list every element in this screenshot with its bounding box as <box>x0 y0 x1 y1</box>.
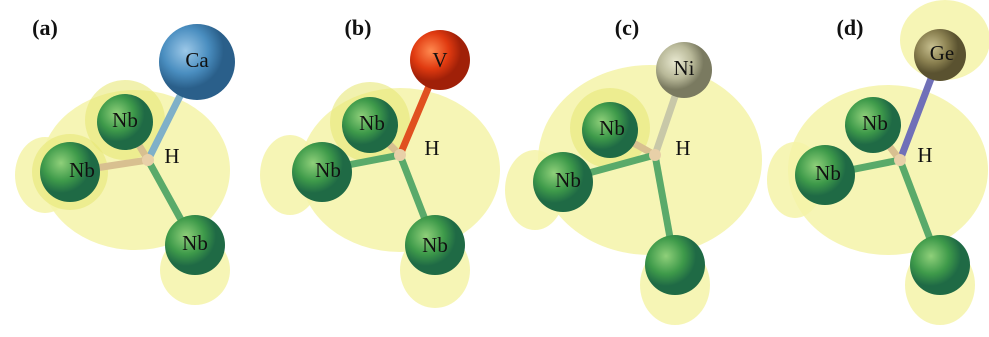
atom-label: V <box>432 48 447 72</box>
panel-d: (d) Ge Nb Nb H <box>767 0 989 325</box>
atom-label: Nb <box>555 168 581 192</box>
atom-label: Nb <box>815 161 841 185</box>
atom-label: Ge <box>930 41 955 65</box>
atom <box>649 149 661 161</box>
atom-label: H <box>424 136 439 160</box>
atom-label: Nb <box>599 116 625 140</box>
atom-label: H <box>675 136 690 160</box>
atom-label: Nb <box>182 231 208 255</box>
atom-label: Ni <box>674 56 695 80</box>
atom <box>394 149 406 161</box>
panel-label: (d) <box>837 15 864 40</box>
panel-a: (a) Ca Nb Nb H Nb <box>15 15 235 305</box>
panel-label: (c) <box>615 15 639 40</box>
atom-label: H <box>164 144 179 168</box>
atom-label: Nb <box>69 158 95 182</box>
atom-label: Nb <box>422 233 448 257</box>
panel-b: (b) V Nb Nb H Nb <box>260 15 500 308</box>
atom-label: Nb <box>112 108 138 132</box>
figure: (a) Ca Nb Nb H Nb (b) V Nb Nb H Nb (c) N… <box>0 0 989 337</box>
atom <box>910 235 970 295</box>
atom-label: Nb <box>359 111 385 135</box>
panel-label: (a) <box>32 15 58 40</box>
atom <box>645 235 705 295</box>
atom-label: H <box>917 143 932 167</box>
atom <box>142 154 154 166</box>
panel-label: (b) <box>345 15 372 40</box>
atom-label: Nb <box>862 111 888 135</box>
atom-label: Ca <box>185 48 209 72</box>
panel-c: (c) Ni Nb Nb H <box>505 15 762 325</box>
atom <box>894 154 906 166</box>
page: {"panels": [ {"label": "(a)", "atoms": [… <box>0 0 989 337</box>
atom-label: Nb <box>315 158 341 182</box>
